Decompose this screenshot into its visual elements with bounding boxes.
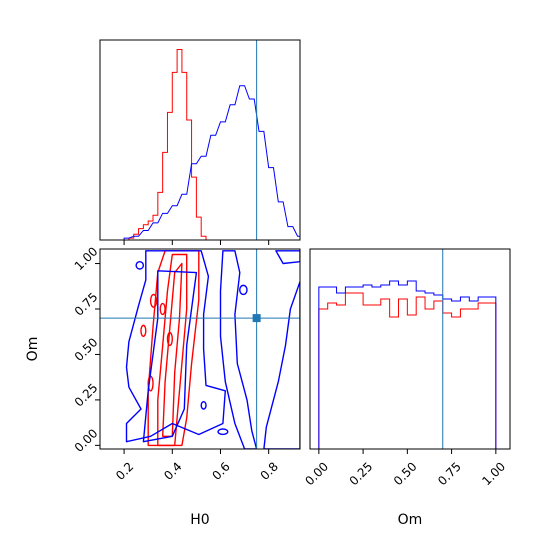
contour-series-1-island-1 bbox=[149, 293, 158, 308]
contour-frame bbox=[99, 248, 301, 450]
contour-series-2-island-2 bbox=[239, 284, 248, 296]
h0-histograms bbox=[123, 49, 300, 240]
om-histograms bbox=[318, 280, 497, 449]
om-axis-tick-label-1: 0.00 bbox=[72, 426, 101, 455]
om-axis-tick-label-3: 0.50 bbox=[72, 335, 101, 364]
om-tick-label-1: 0.00 bbox=[302, 459, 331, 488]
om-marginal-panel: 0.00 0.25 0.50 0.75 1.00 Om bbox=[302, 248, 511, 528]
contour-series-2-level-4 bbox=[275, 250, 300, 265]
contour-series-2-level-5 bbox=[263, 281, 300, 449]
om-tick-label-3: 0.50 bbox=[391, 459, 420, 488]
om-histogram-series-2 bbox=[318, 280, 497, 449]
om-histogram-series-1 bbox=[318, 292, 497, 449]
om-axis-tick-label-4: 0.75 bbox=[72, 290, 101, 319]
contour-series-1-level-2 bbox=[162, 262, 183, 437]
h0-tick-label-2: 0.4 bbox=[161, 459, 184, 482]
om-marginal-axis-label: Om bbox=[398, 512, 423, 528]
contour-series-2-island-1 bbox=[135, 261, 145, 270]
h0-histogram-series-1 bbox=[124, 49, 207, 240]
h0-tick-label-4: 0.8 bbox=[258, 459, 281, 482]
om-tick-label-4: 0.75 bbox=[435, 459, 464, 488]
contour-series-1-island-2 bbox=[140, 324, 147, 337]
h0-axis-ticks: 0.2 0.4 0.6 0.8 bbox=[113, 449, 281, 483]
h0-tick-label-1: 0.2 bbox=[113, 459, 136, 482]
contour-series-1-island-5 bbox=[159, 302, 166, 316]
om-axis-ticks: 0.00 0.25 0.50 0.75 1.00 bbox=[72, 244, 101, 455]
contour-series-2-island-3 bbox=[217, 428, 229, 436]
contour-series-1-island-4 bbox=[166, 331, 173, 347]
om-axis-tick-label-5: 1.00 bbox=[72, 244, 101, 273]
truth-point-marker bbox=[252, 314, 261, 323]
contour-series-1-level-1 bbox=[157, 253, 188, 447]
contour-series-2-island-4 bbox=[200, 401, 207, 410]
h0-axis-label: H0 bbox=[190, 512, 209, 528]
om-axis-tick-label-2: 0.25 bbox=[72, 381, 101, 410]
contour-series-2-level-3 bbox=[219, 250, 258, 449]
contour-series-2-level-1 bbox=[125, 250, 226, 443]
h0-marginal-panel bbox=[99, 39, 301, 245]
contour-series-2-level-2 bbox=[142, 270, 198, 443]
h0-marginal-ticks bbox=[123, 240, 270, 245]
h0-om-contour-panel: 0.2 0.4 0.6 0.8 0.00 0.25 0.50 0.75 1.00 H0 Om bbox=[25, 244, 301, 528]
om-marginal-ticks: 0.00 0.25 0.50 0.75 1.00 bbox=[302, 449, 508, 488]
om-tick-label-2: 0.25 bbox=[347, 459, 376, 488]
om-tick-label-5: 1.00 bbox=[479, 459, 508, 488]
h0-tick-label-3: 0.6 bbox=[209, 459, 232, 482]
contour-lines bbox=[125, 250, 300, 449]
om-axis-label: Om bbox=[25, 337, 41, 362]
h0-histogram-series-2 bbox=[123, 85, 300, 240]
h0-marginal-frame bbox=[99, 39, 301, 241]
om-marginal-frame bbox=[309, 248, 511, 450]
